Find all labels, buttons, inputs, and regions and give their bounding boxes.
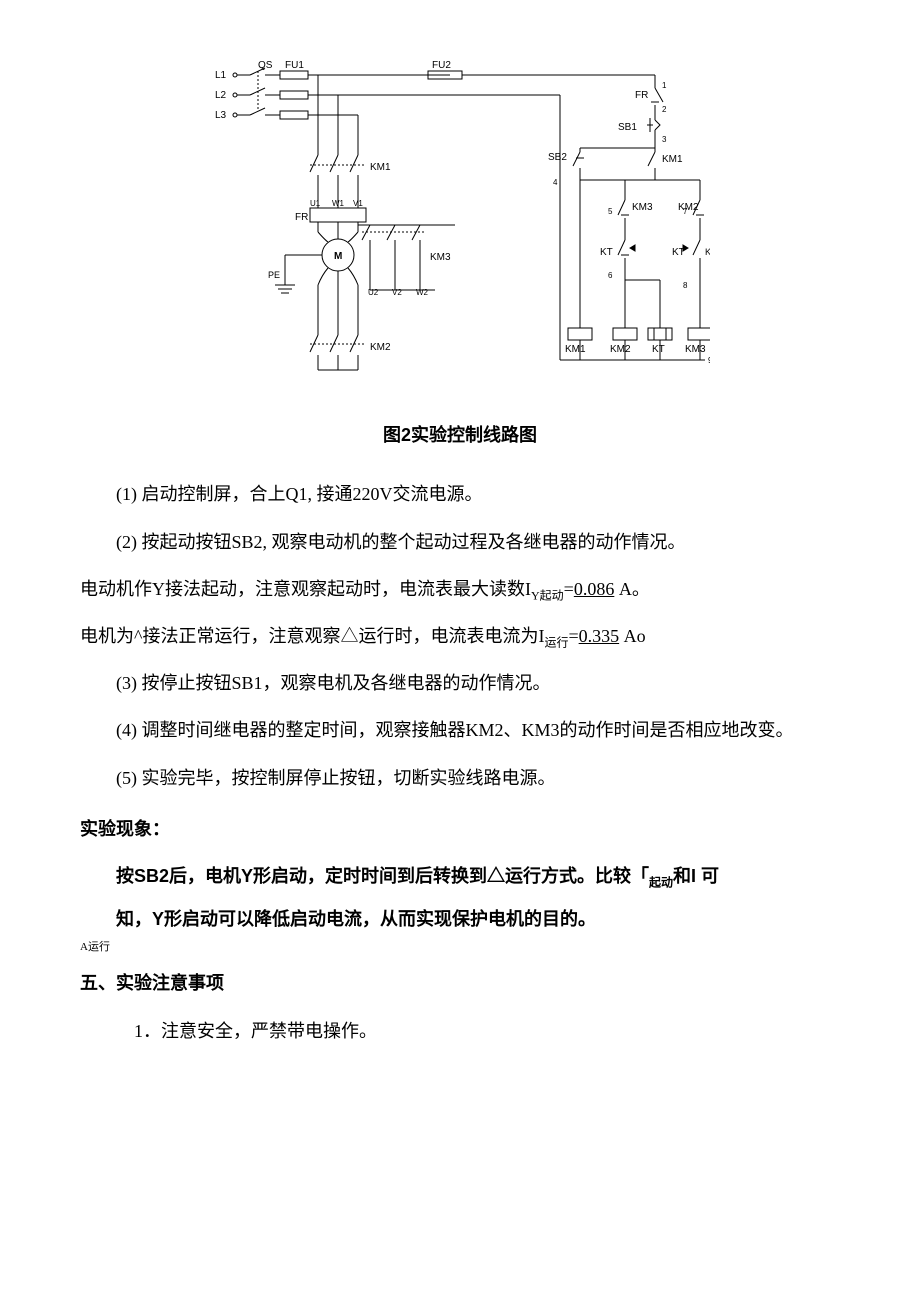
circuit-diagram-container: L1 L2 L3 QS FU1 FU2	[80, 60, 840, 406]
section5-heading: 五、实验注意事项	[80, 962, 840, 1005]
label-KM2-nc: KM2	[678, 202, 699, 213]
label-V1: V1	[353, 199, 363, 208]
circuit-diagram: L1 L2 L3 QS FU1 FU2	[210, 60, 710, 390]
phenomenon-line2: 知，Y形启动可以降低启动电流，从而实现保护电机的目的。	[80, 898, 840, 941]
label-n5: 5	[608, 207, 613, 216]
label-FR-main: FR	[295, 212, 308, 223]
item-3: (3) 按停止按钮SB1，观察电机及各继电器的动作情况。	[80, 662, 840, 705]
label-n2: 2	[662, 105, 667, 114]
phenomenon-line1-sub: 起动	[649, 875, 673, 889]
label-SB1: SB1	[618, 122, 637, 133]
figure-caption: 图2实验控制线路图	[80, 414, 840, 457]
label-KM3-main: KM3	[430, 252, 451, 263]
item-2a-val: 0.086	[574, 579, 615, 599]
label-KM2-main: KM2	[370, 342, 391, 353]
label-KT-contact: KT	[600, 247, 613, 258]
item-2a: 电动机作Y接法起动，注意观察起动时，电流表最大读数IY起动=0.086 A。	[80, 568, 840, 611]
label-V2: V2	[392, 288, 402, 297]
label-FR-ctrl: FR	[635, 90, 648, 101]
label-L1: L1	[215, 70, 227, 81]
label-M: M	[334, 251, 342, 262]
label-KT-no: KT	[672, 247, 685, 258]
item-4: (4) 调整时间继电器的整定时间，观察接触器KM2、KM3的动作时间是否相应地改…	[80, 709, 840, 752]
phenomenon-line1-a: 按SB2后，电机Y形启动，定时时间到后转换到△运行方式。比较「	[116, 866, 649, 886]
item-2a-pre: 电动机作Y接法起动，注意观察起动时，电流表最大读数I	[80, 579, 531, 599]
label-FU2: FU2	[432, 60, 451, 71]
label-n9: 9	[708, 356, 710, 365]
label-W1: W1	[332, 199, 345, 208]
phenomenon-tiny: A运行	[80, 941, 840, 954]
label-KM1-main: KM1	[370, 162, 391, 173]
label-n4: 4	[553, 178, 558, 187]
label-L2: L2	[215, 90, 227, 101]
item-1: (1) 启动控制屏，合上Q1, 接通220V交流电源。	[80, 473, 840, 516]
item-2a-sub: Y起动	[531, 588, 564, 602]
phenomenon-line1-b: 和I 可	[673, 866, 719, 886]
label-n6: 6	[608, 271, 613, 280]
label-KM3-coil: KM3	[685, 344, 706, 355]
label-KM1-aux: KM1	[662, 154, 683, 165]
phenomenon-line1: 按SB2后，电机Y形启动，定时时间到后转换到△运行方式。比较「起动和I 可	[80, 855, 840, 898]
item-2b-sub: 运行	[544, 636, 568, 650]
item-2a-mid: =	[564, 579, 574, 599]
label-KT-coil: KT	[652, 344, 665, 355]
item-2b-mid: =	[568, 626, 578, 646]
phenomenon-heading: 实验现象：	[80, 808, 840, 851]
item-2: (2) 按起动按钮SB2, 观察电动机的整个起动过程及各继电器的动作情况。	[80, 521, 840, 564]
label-PE: PE	[268, 270, 280, 280]
label-n8: 8	[683, 281, 688, 290]
label-KM2-coil: KM2	[610, 344, 631, 355]
label-SB2: SB2	[548, 152, 567, 163]
label-n1: 1	[662, 81, 667, 90]
label-L3: L3	[215, 110, 227, 121]
label-KM1-coil: KM1	[565, 344, 586, 355]
label-QS: QS	[258, 60, 273, 71]
label-FU1: FU1	[285, 60, 304, 71]
item-2a-post: A。	[614, 579, 650, 599]
item-2b: 电机为^接法正常运行，注意观察△运行时，电流表电流为I运行=0.335 Ao	[80, 615, 840, 658]
item-2b-val: 0.335	[579, 626, 620, 646]
item-5: (5) 实验完毕，按控制屏停止按钮，切断实验线路电源。	[80, 757, 840, 800]
item-2b-post: Ao	[619, 626, 646, 646]
label-KM3-nc: KM3	[632, 202, 653, 213]
label-KM3-aux: KM3	[705, 247, 710, 257]
section5-item1: 1．注意安全，严禁带电操作。	[80, 1010, 840, 1053]
label-U1: U1	[310, 199, 321, 208]
label-n3: 3	[662, 135, 667, 144]
label-W2: W2	[416, 288, 429, 297]
item-2b-pre: 电机为^接法正常运行，注意观察△运行时，电流表电流为I	[80, 626, 544, 646]
